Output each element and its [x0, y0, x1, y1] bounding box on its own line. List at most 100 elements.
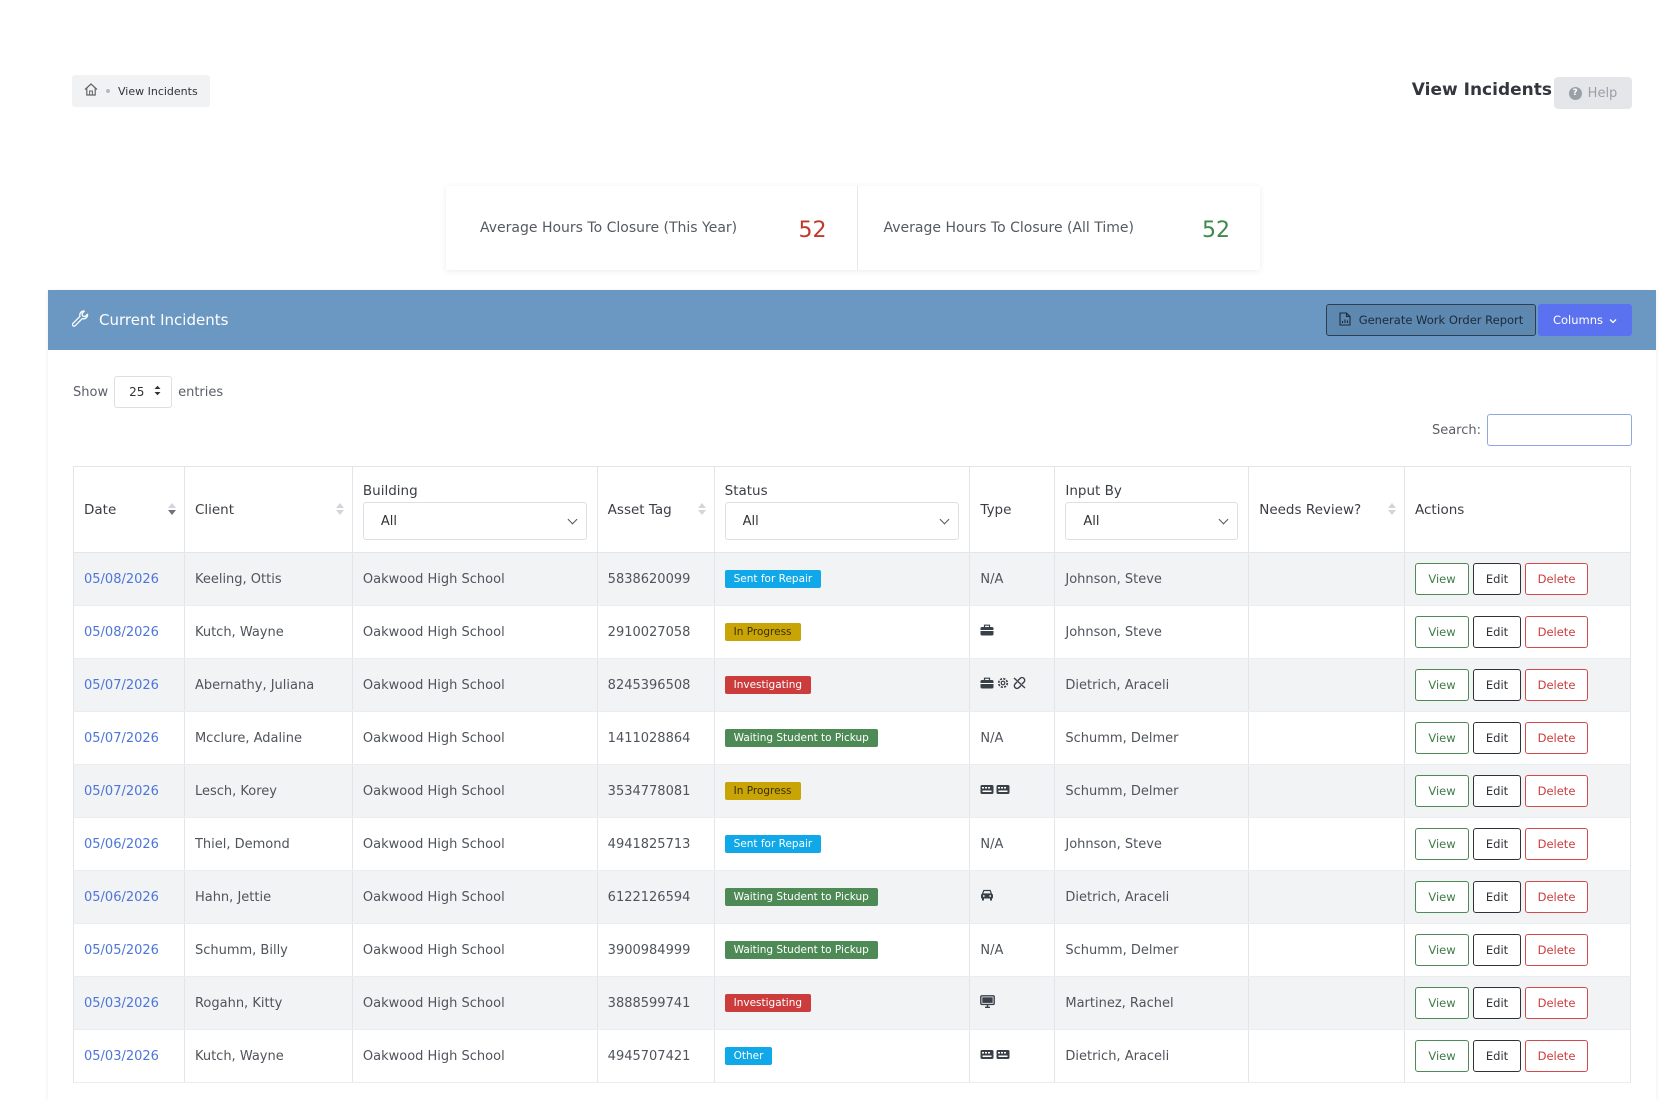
columns-button[interactable]: Columns — [1538, 304, 1632, 336]
delete-button[interactable]: Delete — [1525, 934, 1589, 966]
view-button[interactable]: View — [1415, 616, 1470, 648]
card-header: Current Incidents Generate Work Order Re… — [48, 290, 1656, 350]
date-link[interactable]: 05/08/2026 — [84, 624, 159, 640]
column-header-needs-review[interactable]: Needs Review? — [1248, 466, 1406, 553]
entries-value: 25 — [129, 385, 145, 399]
type-icons — [980, 676, 1027, 694]
edit-button[interactable]: Edit — [1473, 934, 1522, 966]
columns-label: Columns — [1552, 313, 1604, 327]
building-filter-select[interactable]: All — [362, 502, 587, 540]
column-header-actions: Actions — [1404, 466, 1631, 553]
edit-button[interactable]: Edit — [1473, 987, 1522, 1019]
view-button[interactable]: View — [1415, 828, 1470, 860]
header-label: Needs Review? — [1259, 501, 1362, 518]
status-filter-select[interactable]: All — [724, 502, 960, 540]
sort-icon — [1388, 503, 1397, 515]
date-link[interactable]: 05/05/2026 — [84, 942, 159, 958]
breadcrumb-current: View Incidents — [118, 84, 198, 98]
delete-button[interactable]: Delete — [1525, 563, 1589, 595]
cell-needs-review — [1248, 1029, 1406, 1083]
table-row: 05/05/2026 Schumm, Billy Oakwood High Scho… — [73, 923, 1631, 977]
view-button[interactable]: View — [1415, 669, 1470, 701]
delete-button[interactable]: Delete — [1525, 1040, 1589, 1072]
closure-stats: Average Hours To Closure (This Year) 52 … — [446, 186, 1260, 270]
view-button[interactable]: View — [1415, 722, 1470, 754]
cell-status: Waiting Student to Pickup — [713, 923, 971, 977]
delete-button[interactable]: Delete — [1525, 616, 1589, 648]
cell-needs-review — [1248, 976, 1406, 1030]
delete-button[interactable]: Delete — [1525, 722, 1589, 754]
incidents-card: Current Incidents Generate Work Order Re… — [48, 290, 1656, 1100]
cell-actions: View Edit Delete — [1404, 817, 1631, 871]
view-button[interactable]: View — [1415, 775, 1470, 807]
cell-type — [969, 605, 1056, 659]
delete-button[interactable]: Delete — [1525, 775, 1589, 807]
cell-actions: View Edit Delete — [1404, 552, 1631, 606]
date-link[interactable]: 05/03/2026 — [84, 995, 159, 1011]
generate-report-button[interactable]: Generate Work Order Report — [1326, 304, 1536, 336]
view-button[interactable]: View — [1415, 987, 1470, 1019]
cell-date: 05/07/2026 — [73, 658, 185, 712]
view-button[interactable]: View — [1415, 881, 1470, 913]
edit-button[interactable]: Edit — [1473, 563, 1522, 595]
help-button[interactable]: ? Help — [1554, 77, 1632, 109]
edit-button[interactable]: Edit — [1473, 616, 1522, 648]
view-button[interactable]: View — [1415, 934, 1470, 966]
delete-button[interactable]: Delete — [1525, 669, 1589, 701]
stat-this-year: Average Hours To Closure (This Year) 52 — [446, 186, 857, 270]
edit-button[interactable]: Edit — [1473, 669, 1522, 701]
cell-client: Kutch, Wayne — [183, 1029, 353, 1083]
cell-status: In Progress — [713, 764, 971, 818]
cell-client: Hahn, Jettie — [183, 870, 353, 924]
date-link[interactable]: 05/06/2026 — [84, 889, 159, 905]
type-icons — [980, 624, 994, 640]
date-link[interactable]: 05/07/2026 — [84, 677, 159, 693]
date-link[interactable]: 05/03/2026 — [84, 1048, 159, 1064]
date-link[interactable]: 05/07/2026 — [84, 783, 159, 799]
edit-button[interactable]: Edit — [1473, 775, 1522, 807]
help-label: Help — [1587, 85, 1618, 101]
delete-button[interactable]: Delete — [1525, 828, 1589, 860]
table-row: 05/07/2026 Abernathy, Juliana Oakwood High… — [73, 658, 1631, 712]
cell-asset-tag: 5838620099 — [596, 552, 715, 606]
cell-actions: View Edit Delete — [1404, 764, 1631, 818]
keyboard-icon — [996, 1049, 1010, 1064]
cell-client: Keeling, Ottis — [183, 552, 353, 606]
cell-date: 05/08/2026 — [73, 605, 185, 659]
type-text: N/A — [980, 571, 1004, 587]
header-label: Status — [724, 483, 768, 499]
cell-input-by: Johnson, Steve — [1054, 817, 1250, 871]
type-icons — [980, 1049, 1010, 1064]
entries-select[interactable]: 25 — [114, 376, 173, 408]
view-button[interactable]: View — [1415, 1040, 1470, 1072]
delete-button[interactable]: Delete — [1525, 987, 1589, 1019]
date-link[interactable]: 05/06/2026 — [84, 836, 159, 852]
column-header-client[interactable]: Client — [183, 466, 353, 553]
cell-input-by: Dietrich, Araceli — [1054, 658, 1250, 712]
view-button[interactable]: View — [1415, 563, 1470, 595]
stat-label: Average Hours To Closure (This Year) — [480, 220, 738, 236]
cell-needs-review — [1248, 552, 1406, 606]
date-link[interactable]: 05/08/2026 — [84, 571, 159, 587]
date-link[interactable]: 05/07/2026 — [84, 730, 159, 746]
column-header-asset-tag[interactable]: Asset Tag — [596, 466, 715, 553]
search-input[interactable] — [1487, 414, 1632, 446]
home-icon[interactable] — [84, 82, 98, 100]
edit-button[interactable]: Edit — [1473, 1040, 1522, 1072]
cell-building: Oakwood High School — [351, 552, 598, 606]
sort-icon — [697, 503, 706, 515]
edit-button[interactable]: Edit — [1473, 828, 1522, 860]
cell-input-by: Martinez, Rachel — [1054, 976, 1250, 1030]
cell-actions: View Edit Delete — [1404, 976, 1631, 1030]
input-by-filter-select[interactable]: All — [1065, 502, 1239, 540]
cell-needs-review — [1248, 817, 1406, 871]
cell-asset-tag: 3534778081 — [596, 764, 715, 818]
status-badge: In Progress — [724, 782, 801, 800]
cell-client: Kutch, Wayne — [183, 605, 353, 659]
cell-actions: View Edit Delete — [1404, 605, 1631, 659]
delete-button[interactable]: Delete — [1525, 881, 1589, 913]
column-header-date[interactable]: Date — [73, 466, 185, 553]
column-header-status: Status All — [713, 466, 971, 553]
edit-button[interactable]: Edit — [1473, 722, 1522, 754]
edit-button[interactable]: Edit — [1473, 881, 1522, 913]
